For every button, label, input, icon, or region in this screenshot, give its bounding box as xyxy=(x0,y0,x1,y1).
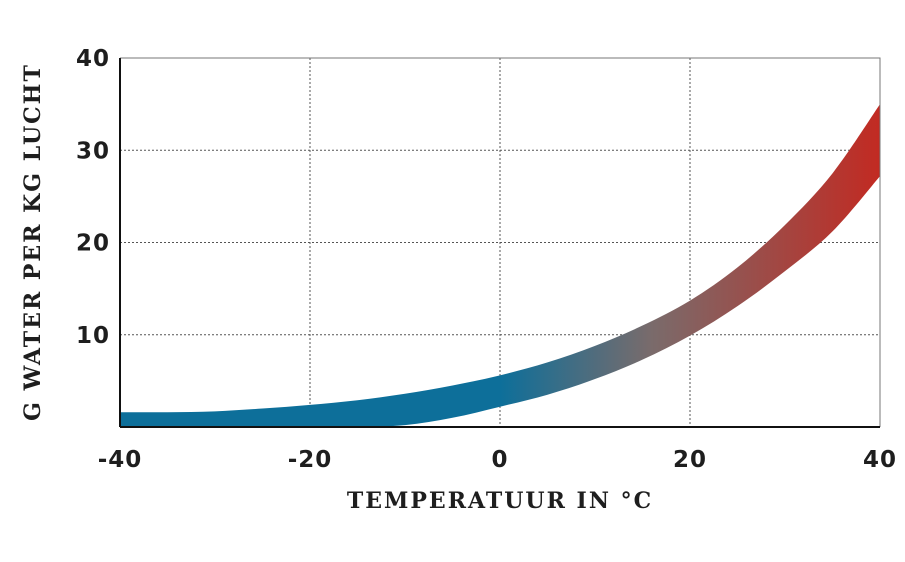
y-tick-labels: 10 20 30 40 xyxy=(76,46,110,349)
x-tick-label: -20 xyxy=(288,447,333,473)
axes xyxy=(119,57,881,428)
x-axis-title: TEMPERATUUR IN °C xyxy=(347,488,653,514)
grid xyxy=(120,57,880,427)
y-tick-label: 10 xyxy=(76,323,110,349)
x-tick-label: 40 xyxy=(863,447,897,473)
y-tick-label: 40 xyxy=(76,46,110,72)
plot-frame xyxy=(120,57,881,427)
x-tick-label: -40 xyxy=(98,447,143,473)
x-tick-label: 20 xyxy=(673,447,707,473)
data-band xyxy=(120,104,880,428)
y-tick-label: 30 xyxy=(76,138,110,164)
x-tick-label: 0 xyxy=(491,447,508,473)
y-axis-title: G WATER PER KG LUCHT xyxy=(20,63,46,421)
y-tick-label: 20 xyxy=(76,231,110,257)
x-tick-labels: -40 -20 0 20 40 xyxy=(98,447,897,473)
